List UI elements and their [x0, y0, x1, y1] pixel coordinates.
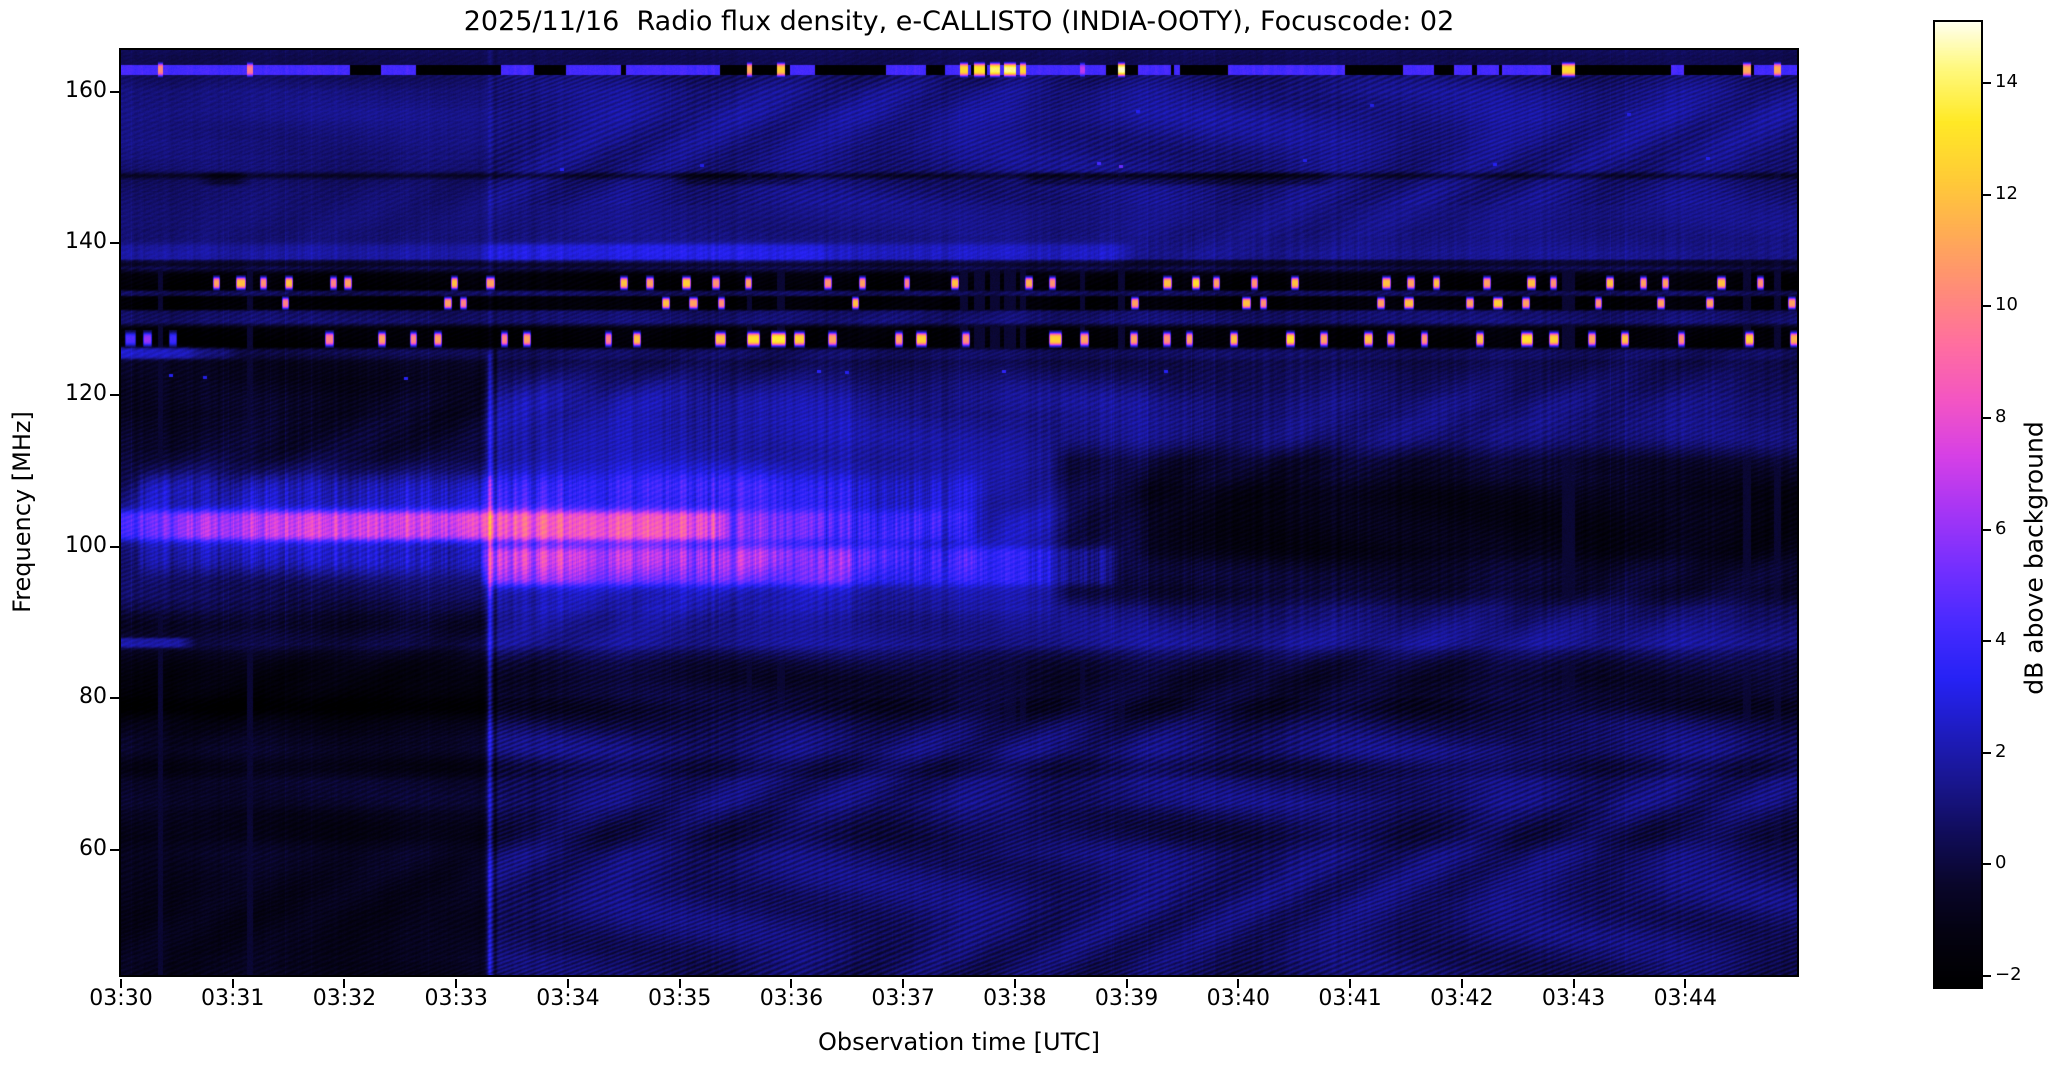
y-tick: [110, 697, 119, 700]
x-tick: [1572, 979, 1575, 988]
colorbar-tick-label: 14: [1995, 71, 2018, 93]
y-tick-label: 60: [79, 835, 107, 861]
colorbar-tick: [1983, 417, 1991, 420]
x-tick-label: 03:42: [1430, 986, 1494, 1011]
x-tick: [678, 979, 681, 988]
x-tick: [902, 979, 905, 988]
spectrogram-heatmap: [119, 48, 1799, 977]
x-tick-label: 03:32: [312, 986, 377, 1011]
colorbar-tick-label: 12: [1995, 182, 2018, 204]
y-tick: [110, 848, 119, 851]
y-axis-label: Frequency [MHz]: [8, 411, 36, 613]
x-tick-label: 03:31: [201, 986, 265, 1011]
colorbar-tick-label: 4: [1995, 629, 2007, 651]
x-tick: [120, 979, 122, 988]
x-tick: [455, 979, 458, 988]
y-tick: [110, 393, 119, 396]
x-tick-label: 03:36: [759, 986, 824, 1011]
x-tick: [1349, 979, 1352, 988]
x-tick-label: 03:34: [536, 986, 600, 1011]
colorbar-tick-label: 0: [1995, 852, 2007, 874]
colorbar-tick-label: −2: [1995, 963, 2022, 985]
x-tick: [566, 979, 569, 988]
colorbar-tick: [1983, 528, 1991, 531]
colorbar-tick: [1983, 974, 1991, 977]
x-tick-label: 03:33: [424, 986, 488, 1011]
colorbar-tick: [1983, 640, 1991, 643]
y-tick-label: 120: [65, 380, 107, 406]
x-tick-label: 03:40: [1206, 986, 1271, 1011]
x-tick: [790, 979, 793, 988]
x-tick-label: 03:43: [1541, 986, 1606, 1011]
colorbar-tick-label: 6: [1995, 517, 2007, 539]
y-tick-label: 100: [65, 532, 107, 558]
colorbar-tick-label: 10: [1995, 294, 2018, 316]
colorbar-gradient: [1933, 20, 1983, 989]
figure-title: 2025/11/16 Radio flux density, e-CALLIST…: [463, 6, 1455, 37]
colorbar-tick: [1983, 863, 1991, 866]
x-tick: [343, 979, 346, 988]
x-tick-label: 03:30: [89, 986, 153, 1011]
x-tick: [231, 979, 234, 988]
x-tick: [1684, 979, 1687, 988]
x-tick-label: 03:41: [1318, 986, 1382, 1011]
x-tick: [1460, 979, 1463, 988]
x-tick-label: 03:44: [1653, 986, 1717, 1011]
colorbar-tick-label: 2: [1995, 740, 2007, 762]
x-tick: [1013, 979, 1016, 988]
y-tick-label: 140: [65, 229, 107, 255]
colorbar-label: dB above background: [2019, 421, 2049, 695]
y-tick: [110, 90, 119, 93]
y-tick-label: 80: [79, 684, 107, 710]
colorbar-tick: [1983, 751, 1991, 754]
x-tick-label: 03:35: [647, 986, 712, 1011]
y-tick: [110, 242, 119, 245]
x-axis-label: Observation time [UTC]: [818, 1028, 1100, 1056]
x-tick-label: 03:37: [871, 986, 935, 1011]
y-tick-label: 160: [65, 77, 107, 103]
x-tick-label: 03:39: [1094, 986, 1159, 1011]
x-tick-label: 03:38: [983, 986, 1047, 1011]
x-tick: [1125, 979, 1128, 988]
x-tick: [1237, 979, 1240, 988]
y-tick: [110, 545, 119, 548]
colorbar-tick: [1983, 82, 1991, 85]
colorbar-tick: [1983, 193, 1991, 196]
colorbar-tick: [1983, 305, 1991, 308]
colorbar-tick-label: 8: [1995, 406, 2007, 428]
